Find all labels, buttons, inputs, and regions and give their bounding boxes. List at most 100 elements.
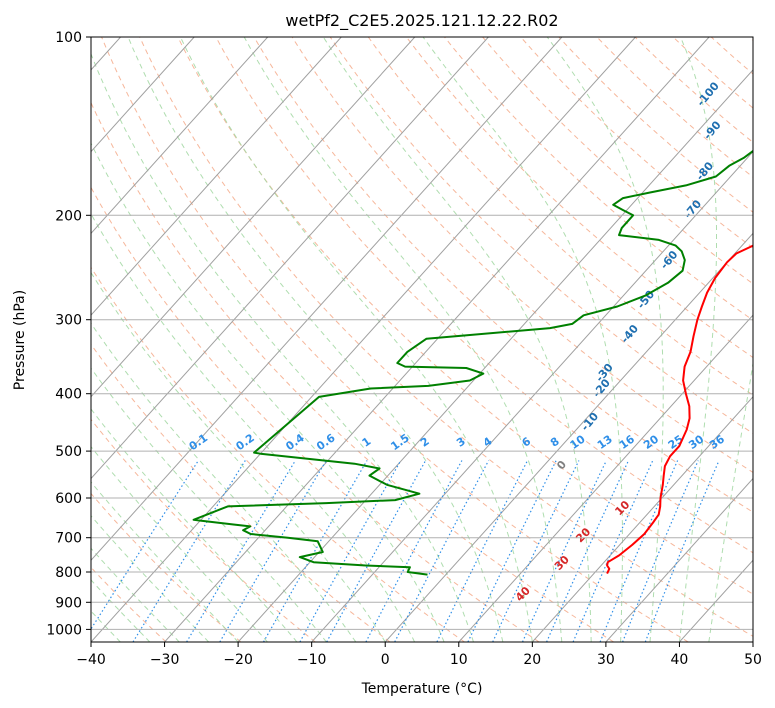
moist-adiabat-16 (243, 37, 563, 642)
dry-adiabat-16 (367, 37, 753, 396)
mixing-ratio-label: 1 (360, 435, 374, 450)
sounding-profiles (192, 149, 753, 576)
dry-adiabat-23 (634, 37, 753, 143)
dry-adiabat-12 (215, 37, 753, 554)
dry-adiabat-19 (482, 37, 753, 285)
x-tick-label: 10 (450, 652, 468, 668)
moist-adiabat-15 (179, 37, 533, 642)
mixing-ratio-label: 1.5 (388, 431, 411, 453)
moist-adiabat-label: -90 (701, 118, 724, 142)
dry-adiabat-10 (139, 37, 753, 637)
x-tick-label: −30 (150, 652, 180, 668)
isotherm-6 (91, 37, 195, 153)
dry-adiabat-13 (253, 37, 753, 513)
mixing-ratio-line-17 (644, 460, 720, 642)
isotherm-19 (605, 477, 753, 642)
dry-adiabat-9 (101, 37, 689, 642)
y-tick-label: 400 (55, 387, 82, 403)
moist-adiabat-label: 0 (554, 458, 569, 472)
mixing-ratio-label: 4 (481, 435, 495, 450)
mixing-ratio-label: 13 (595, 433, 615, 452)
dry-adiabat-8 (91, 101, 614, 642)
moist-adiabat-label: -10 (578, 410, 601, 434)
dry-adiabat-5 (91, 343, 391, 642)
moist-adiabat-5 (91, 481, 239, 642)
y-tick-label: 1000 (46, 622, 82, 638)
isotherm-13 (164, 37, 710, 642)
mixing-ratio-line-2 (186, 460, 296, 642)
mixing-ratio-line-11 (492, 460, 580, 642)
y-tick-label: 900 (55, 595, 82, 611)
y-tick-label: 200 (55, 208, 82, 224)
moist-adiabat-label: -40 (618, 322, 641, 346)
isotherm-9 (91, 37, 416, 398)
moist-adiabat-6 (91, 445, 268, 642)
x-tick-label: 50 (744, 652, 762, 668)
moist-adiabat-8 (91, 367, 327, 642)
mixing-ratio-line-16 (622, 460, 699, 642)
mixing-ratio-label: 0.4 (283, 431, 307, 453)
isotherm-12 (91, 37, 636, 642)
isotherm-8 (91, 37, 342, 316)
mixing-ratio-line-0 (91, 460, 199, 631)
moist-adiabat-2 (91, 579, 151, 642)
dry-adiabat-15 (329, 37, 753, 434)
moist-adiabat-10 (91, 271, 386, 642)
y-tick-label: 600 (55, 491, 82, 507)
mixing-ratio-line-3 (219, 460, 327, 642)
mixing-ratio-line-9 (436, 460, 529, 642)
moist-adiabat-17 (322, 37, 592, 642)
dry-adiabat-14 (291, 37, 753, 474)
dry-adiabat-6 (91, 266, 465, 642)
mixing-ratio-line-6 (326, 460, 427, 642)
mixing-ratio-label: 0.2 (233, 431, 256, 453)
dewpoint-profile (192, 149, 753, 576)
dry-adiabat-17 (406, 37, 753, 359)
moist-adiabat-label: -70 (681, 197, 704, 221)
dry-adiabat-7 (91, 186, 540, 642)
y-axis-ticks: 1000 900 800 700 600 500 400 300 200 100 (46, 30, 91, 638)
x-axis-label: Temperature (°C) (361, 681, 483, 697)
dry-adiabat-18 (444, 37, 753, 321)
isotherm-14 (237, 69, 753, 642)
pressure-grid (91, 37, 753, 630)
moist-adiabat-21 (708, 360, 753, 642)
dry-adiabat-21 (558, 37, 753, 213)
dry-adiabat-24 (672, 37, 753, 109)
dry-adiabat-4 (91, 418, 316, 642)
dry-adiabat-20 (520, 37, 753, 249)
mixing-ratio-label: 3 (454, 435, 468, 450)
moist-adiabat-4 (91, 515, 210, 642)
mixing-ratio-line-8 (394, 460, 490, 642)
temperature-profile (606, 244, 753, 575)
moist-adiabat-11 (91, 212, 416, 642)
mixing-ratio-label: 6 (520, 435, 534, 450)
plot-frame (90, 36, 754, 643)
moist-adiabat-12 (91, 142, 445, 642)
isotherm-18 (531, 396, 753, 642)
x-tick-label: −10 (297, 652, 327, 668)
x-tick-label: −40 (76, 652, 106, 668)
x-tick-label: 0 (381, 652, 390, 668)
moist-adiabat-9 (91, 322, 357, 642)
x-tick-label: 20 (523, 652, 541, 668)
y-tick-label: 300 (55, 313, 82, 329)
moist-adiabat-7 (91, 408, 298, 642)
mixing-ratio-line-12 (521, 460, 607, 642)
moist-adiabat-14 (127, 37, 504, 642)
isotherm-16 (384, 232, 753, 642)
mixing-ratio-line-10 (467, 460, 557, 642)
x-tick-label: 30 (597, 652, 615, 668)
isotherm-11 (91, 37, 563, 561)
chart-title: wetPf2_C2E5.2025.121.12.22.R02 (285, 11, 558, 31)
mixing-ratio-label: 36 (707, 432, 727, 452)
background-lines (91, 37, 753, 642)
mixing-ratio-line-15 (599, 460, 679, 642)
y-tick-label: 700 (55, 531, 82, 547)
y-tick-label: 100 (55, 30, 82, 46)
y-axis-label: Pressure (hPa) (12, 290, 28, 390)
mixing-ratio-line-13 (546, 460, 630, 642)
mixing-ratio-line-5 (299, 460, 402, 642)
mixing-ratio-label: 2 (418, 435, 432, 450)
